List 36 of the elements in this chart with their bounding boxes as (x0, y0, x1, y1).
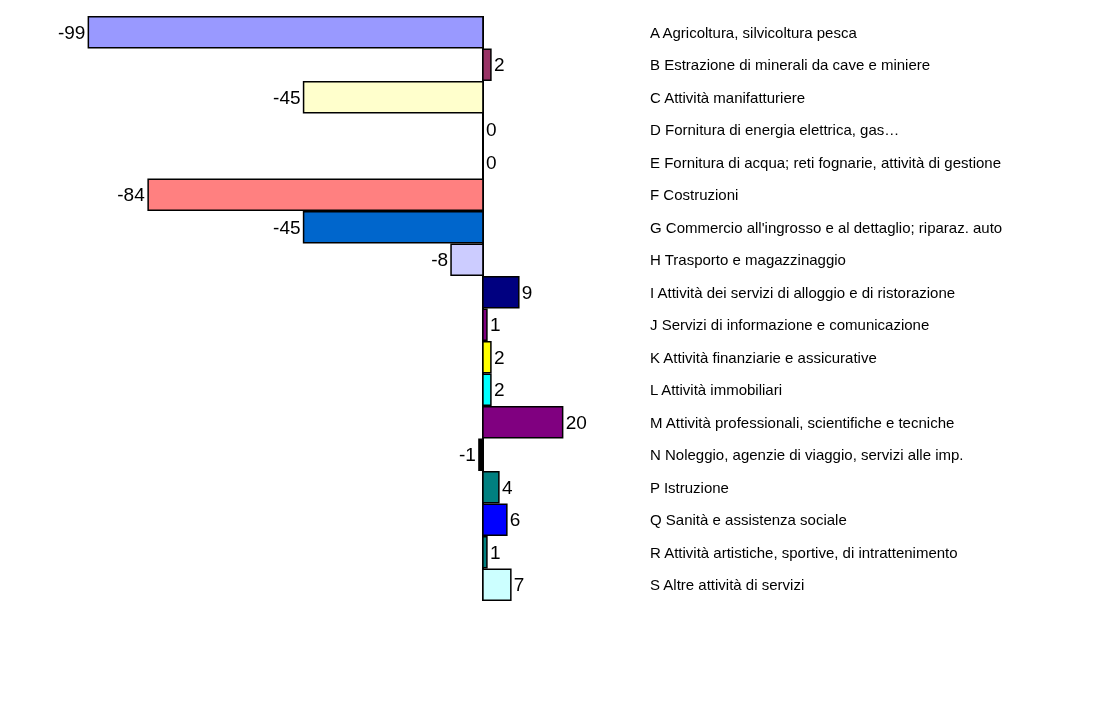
data-label: -45 (273, 216, 301, 238)
y-tick-label: I Attività dei servizi di alloggio e di ristorazione (650, 283, 956, 301)
y-tick-label: B Estrazione di minerali da cave e miniere (650, 56, 931, 73)
data-label: 20 (565, 411, 587, 433)
data-label: -8 (431, 249, 449, 271)
y-tick-label: J Servizi di informazione e comunicazione (650, 316, 930, 333)
data-label: 4 (501, 476, 513, 498)
data-label: 6 (509, 509, 521, 531)
y-tick-label: D Fornitura di energia elettrica, gas… (650, 121, 900, 138)
data-label: -84 (117, 184, 146, 206)
y-tick-label: M Attività professionali, scientifiche e tecniche (650, 413, 955, 431)
data-label: 0 (485, 119, 497, 141)
data-label: 2 (493, 379, 505, 401)
y-tick-label: S Altre attività di servizi (650, 576, 805, 593)
y-tick-label: P Istruzione (650, 478, 729, 496)
data-label: 9 (521, 281, 533, 303)
y-tick-label: C Attività manifatturiere (650, 88, 806, 106)
y-tick-label: A Agricoltura, silvicoltura pesca (650, 23, 858, 41)
y-tick-label: G Commercio all'ingrosso e al dettaglio; riparaz. auto (650, 218, 1003, 236)
data-label: 2 (493, 346, 505, 368)
y-tick-label: F Costruzioni (650, 186, 739, 203)
data-label: 1 (489, 541, 501, 563)
y-tick-label: L Attività immobiliari (650, 381, 782, 398)
data-label: -1 (459, 444, 476, 466)
data-label: -45 (273, 86, 301, 108)
y-tick-label: Q Sanità e assistenza sociale (650, 511, 847, 528)
y-tick-label: K Attività finanziarie e assicurative (650, 348, 877, 366)
data-label: 1 (489, 314, 501, 336)
data-label: -99 (57, 21, 86, 43)
y-tick-label: H Trasporto e magazzinaggio (650, 251, 846, 268)
y-tick-label: R Attività artistiche, sportive, di intrattenimento (650, 543, 958, 561)
data-label: 7 (513, 574, 525, 596)
y-tick-label: E Fornitura di acqua; reti fognarie, attività di gestione (650, 153, 1002, 171)
data-label: 0 (485, 151, 497, 173)
y-tick-label: N Noleggio, agenzie di viaggio, servizi alle imp. (650, 446, 964, 463)
data-label: 2 (493, 54, 505, 76)
